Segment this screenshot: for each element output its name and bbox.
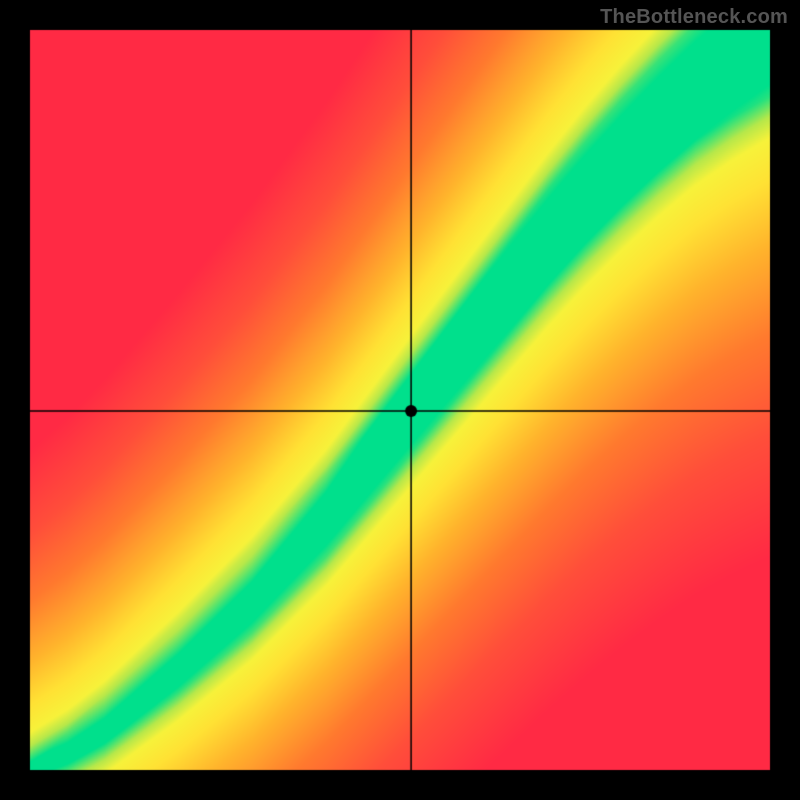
watermark-text: TheBottleneck.com [600,6,788,29]
bottleneck-heatmap [0,0,800,800]
heatmap-canvas [0,0,800,800]
